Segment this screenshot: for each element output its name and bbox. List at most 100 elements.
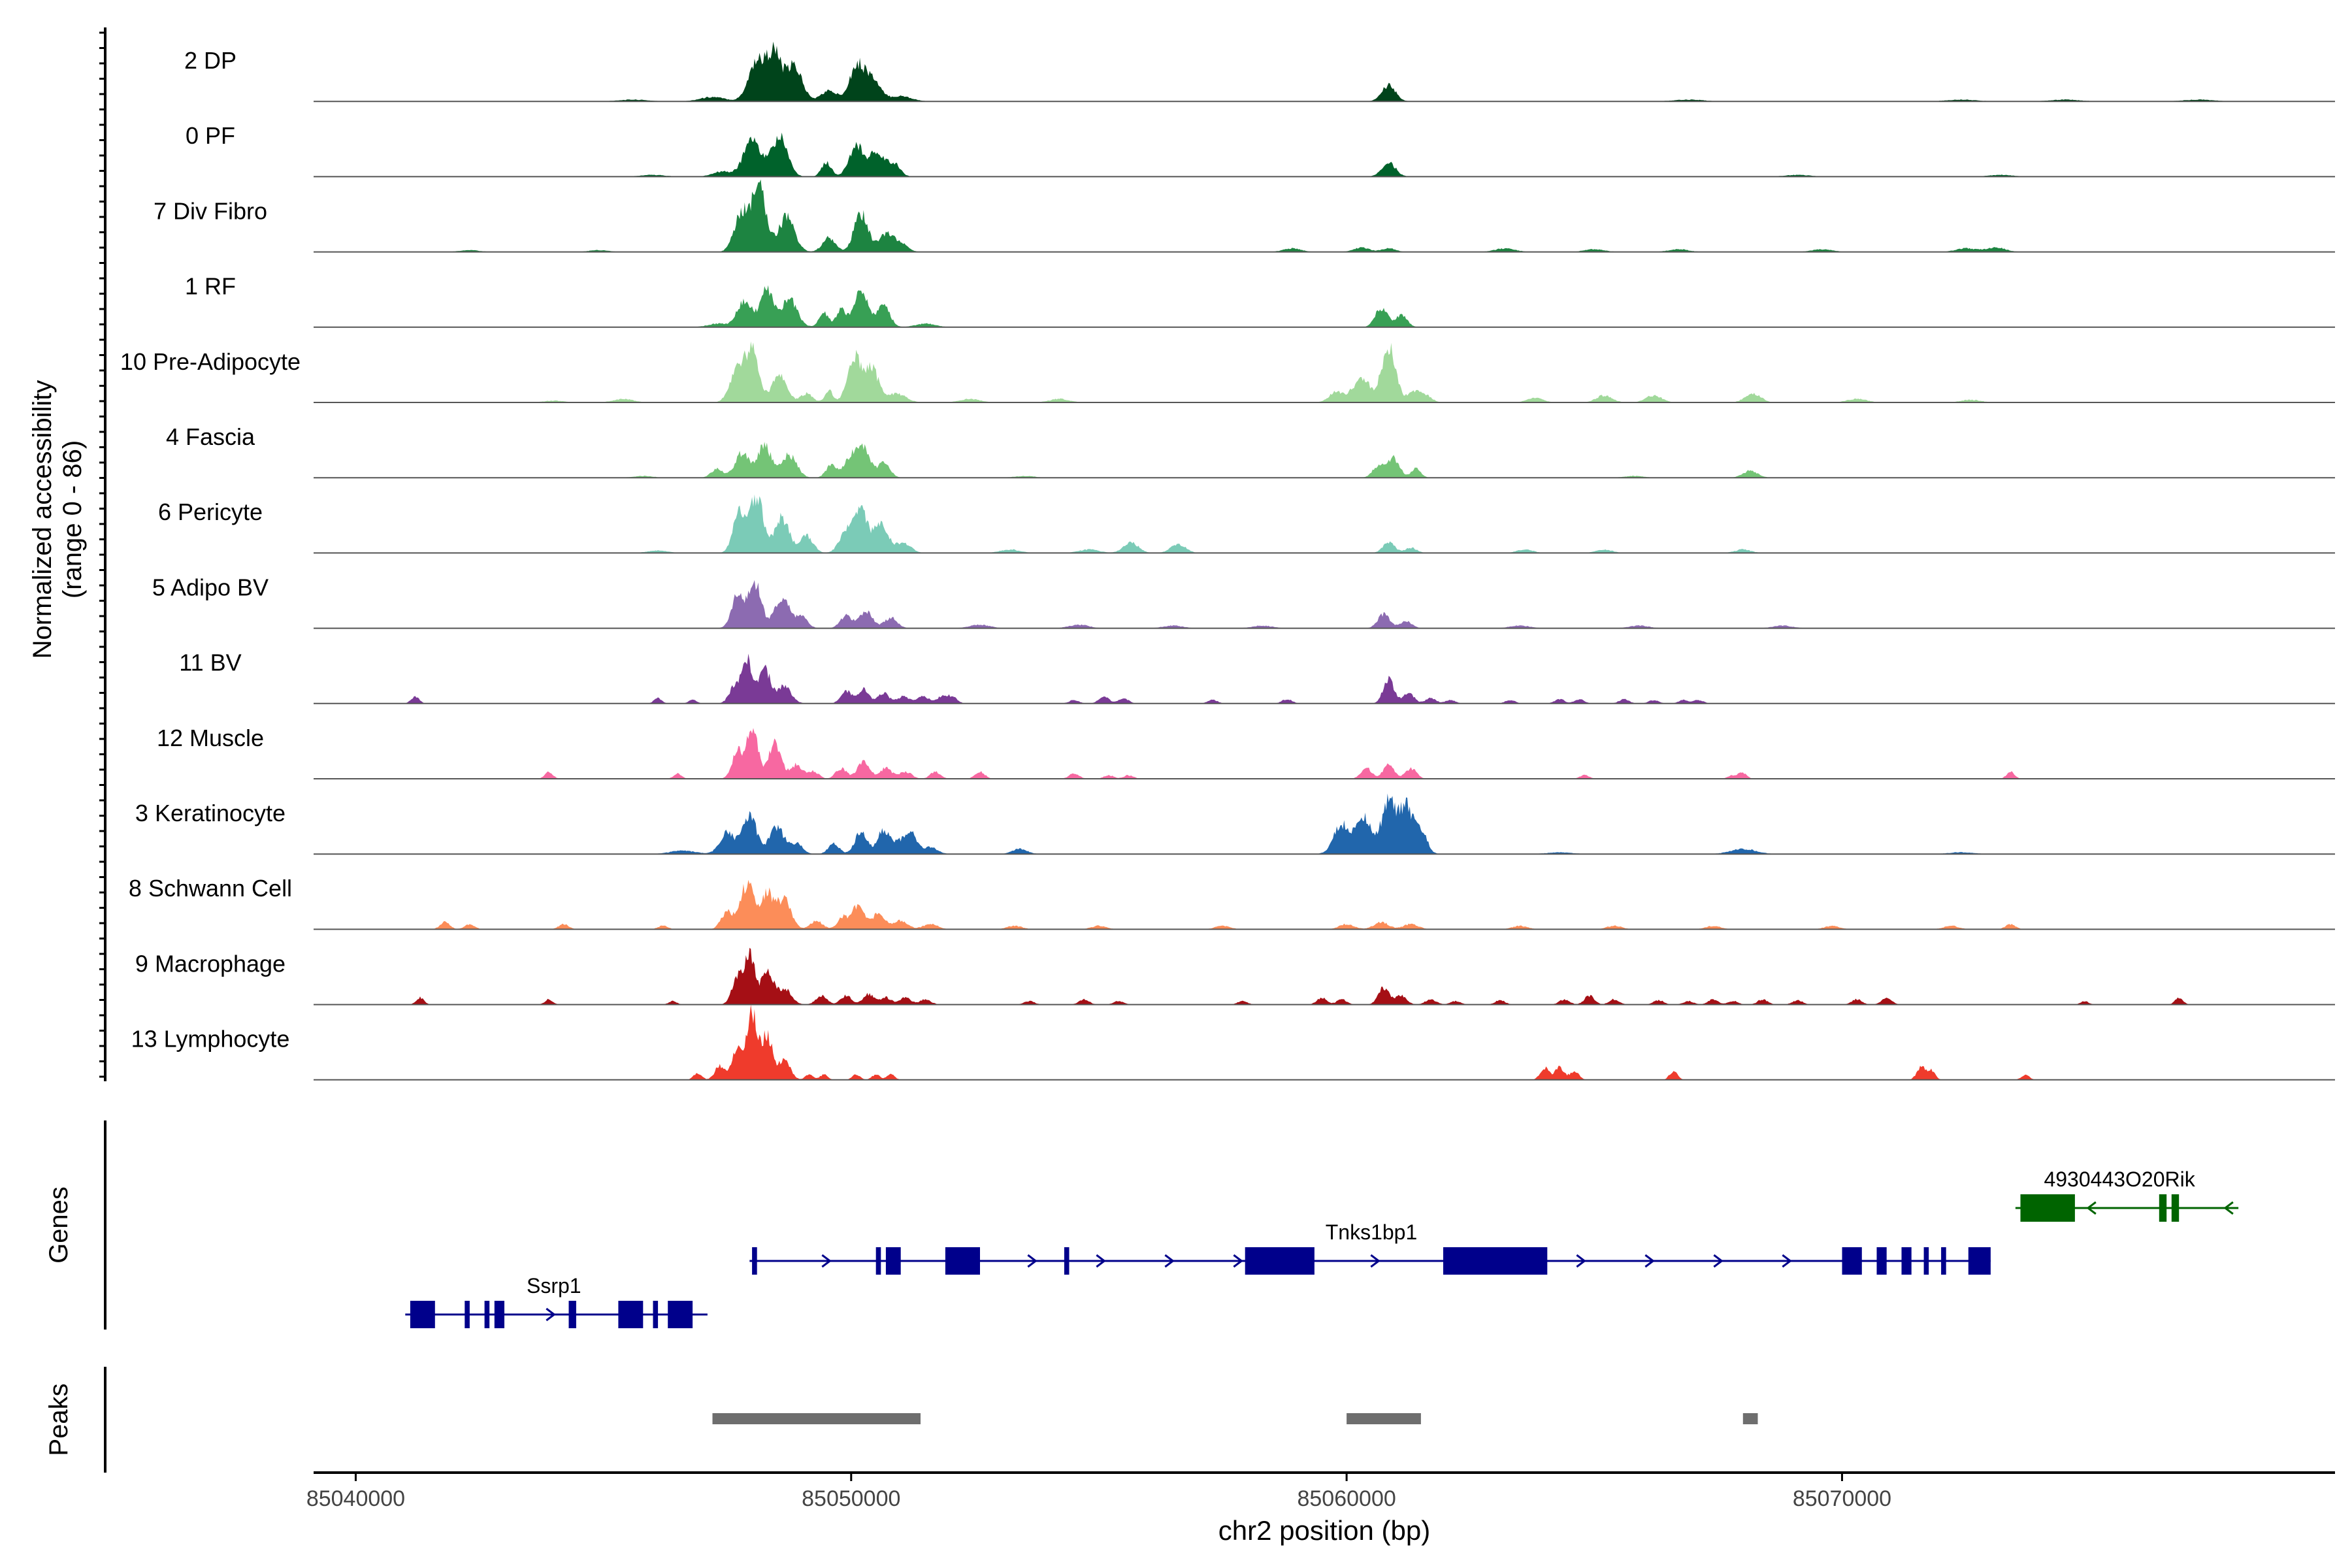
peaks-panel: Peaks [44, 1367, 1758, 1473]
exon [2159, 1194, 2167, 1222]
track-12: 8 Schwann Cell [129, 875, 2335, 930]
coverage-area [314, 1004, 2335, 1080]
exon [494, 1301, 504, 1328]
exon [1968, 1247, 1991, 1275]
coverage-area [314, 179, 2335, 252]
peak-regions [712, 1413, 1758, 1424]
strand-arrow [1164, 1254, 1175, 1268]
exon [1842, 1247, 1862, 1275]
strand-arrow [1027, 1254, 1037, 1268]
peak-region [1742, 1413, 1758, 1424]
exon [1941, 1247, 1946, 1275]
coverage-area [314, 793, 2335, 855]
gene-label: Ssrp1 [527, 1274, 581, 1298]
exon [668, 1301, 693, 1328]
exon [1245, 1247, 1315, 1275]
strand-arrow [2223, 1201, 2234, 1215]
track-label: 10 Pre-Adipocyte [120, 348, 301, 375]
exon [2171, 1194, 2180, 1222]
strand-arrow [2086, 1201, 2097, 1215]
exon [1901, 1247, 1912, 1275]
track-13: 9 Macrophage [135, 947, 2335, 1005]
coverage-area [314, 653, 2335, 704]
coverage-area [314, 728, 2335, 779]
exon [2020, 1194, 2075, 1222]
exon [1443, 1247, 1548, 1275]
track-label: 9 Macrophage [135, 950, 286, 977]
track-label: 1 RF [185, 273, 236, 300]
exon [885, 1247, 901, 1275]
track-2: 0 PF [186, 122, 2335, 178]
coverage-area [314, 494, 2335, 553]
track-6: 4 Fascia [166, 423, 2335, 479]
track-label: 3 Keratinocyte [135, 800, 286, 826]
x-axis: 85040000 85050000 85060000 85070000 chr2 po… [306, 1471, 2335, 1546]
strand-arrow [1644, 1254, 1655, 1268]
peak-region [712, 1413, 921, 1424]
track-4: 1 RF [185, 273, 2335, 328]
y-axis-title: Normalized accessibility (range 0 - 86) [28, 380, 87, 659]
exon [410, 1301, 435, 1328]
track-5: 10 Pre-Adipocyte [120, 341, 2335, 403]
genes-panel-label: Genes [44, 1186, 73, 1264]
strand-arrow [821, 1254, 832, 1268]
coverage-area [314, 341, 2335, 402]
track-11: 3 Keratinocyte [135, 793, 2335, 855]
strand-arrow [1576, 1254, 1586, 1268]
x-tick-label: 85040000 [306, 1486, 405, 1511]
track-label: 6 Pericyte [158, 498, 263, 525]
x-axis-title: chr2 position (bp) [1218, 1515, 1431, 1546]
strand-arrow [1233, 1254, 1243, 1268]
gene-ssrp1: Ssrp1 [405, 1274, 708, 1328]
track-8: 5 Adipo BV [152, 574, 2335, 629]
strand-arrow [1713, 1254, 1723, 1268]
coverage-tracks: 2 DP 0 PF 7 Div Fibro 1 RF 10 Pre-Adipocyte 4… [120, 41, 2335, 1081]
exon [1064, 1247, 1070, 1275]
coverage-area [314, 132, 2335, 177]
track-7: 6 Pericyte [158, 494, 2335, 554]
track-label: 2 DP [184, 47, 237, 74]
track-label: 4 Fascia [166, 423, 255, 450]
x-tick-label: 85060000 [1297, 1486, 1396, 1511]
x-axis-ticks: 85040000 85050000 85060000 85070000 [306, 1473, 1891, 1511]
exon [875, 1247, 881, 1275]
track-label: 11 BV [179, 649, 241, 676]
track-label: 8 Schwann Cell [129, 875, 292, 902]
track-10: 12 Muscle [157, 725, 2335, 779]
strand-arrow [1782, 1254, 1792, 1268]
exon [1923, 1247, 1929, 1275]
track-label: 0 PF [186, 122, 235, 149]
coverage-area [314, 442, 2335, 478]
track-14: 13 Lymphocyte [131, 1004, 2335, 1081]
y-axis-title-line2: (range 0 - 86) [58, 440, 87, 598]
coverage-area [314, 41, 2335, 102]
track-label: 7 Div Fibro [154, 197, 267, 224]
x-tick-label: 85050000 [802, 1486, 900, 1511]
coverage-area [314, 285, 2335, 327]
coverage-area [314, 947, 2335, 1005]
exon [465, 1301, 470, 1328]
strand-arrow [1370, 1254, 1380, 1268]
peak-region [1347, 1413, 1421, 1424]
exon [653, 1301, 659, 1328]
exon [484, 1301, 490, 1328]
exon [618, 1301, 644, 1328]
gene-label: 4930443O20Rik [2044, 1168, 2195, 1191]
track-label: 12 Muscle [157, 725, 264, 751]
gene-4930443o20rik: 4930443O20Rik [2015, 1168, 2239, 1222]
genes-panel: Genes Ssrp1 Tnks1bp1 4930443O20Rik [44, 1120, 2239, 1330]
exon [568, 1301, 576, 1328]
peaks-panel-label: Peaks [44, 1383, 73, 1456]
coverage-area [314, 580, 2335, 629]
track-3: 7 Div Fibro [154, 179, 2335, 253]
gene-tnks1bp1: Tnks1bp1 [749, 1220, 1991, 1275]
coverage-area [314, 879, 2335, 930]
y-axis-title-line1: Normalized accessibility [28, 380, 57, 659]
gene-label: Tnks1bp1 [1326, 1220, 1418, 1244]
exon [752, 1247, 757, 1275]
track-label: 5 Adipo BV [152, 574, 269, 600]
exon [945, 1247, 980, 1275]
track-1: 2 DP [184, 41, 2335, 103]
coverage-y-axis [99, 27, 106, 1081]
